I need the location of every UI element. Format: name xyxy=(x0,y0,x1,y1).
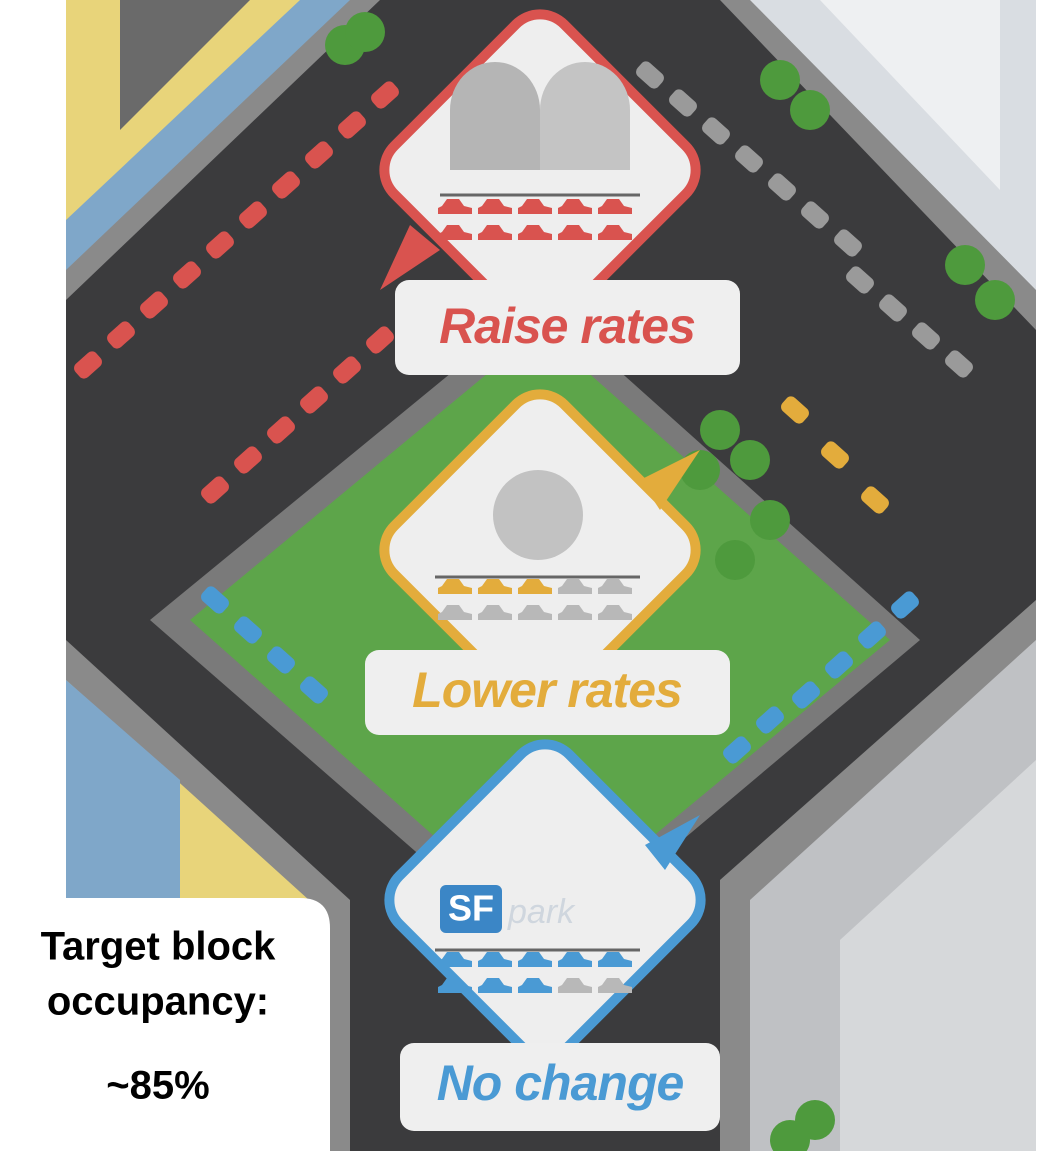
target-box: Target block occupancy: ~85% xyxy=(0,898,330,1151)
target-label: occupancy: xyxy=(47,980,269,1024)
tree xyxy=(760,60,800,100)
target-label: Target block xyxy=(41,925,277,969)
tree xyxy=(700,410,740,450)
illustration: Raise rates Lower rates SF park No chang… xyxy=(0,0,1044,1151)
tree xyxy=(790,90,830,130)
tree xyxy=(945,245,985,285)
tree xyxy=(345,12,385,52)
tree xyxy=(715,540,755,580)
sign-label: No change xyxy=(437,1055,684,1111)
logo-park: park xyxy=(507,893,576,931)
sign-label: Raise rates xyxy=(439,298,695,354)
tree xyxy=(975,280,1015,320)
logo-sf: SF xyxy=(448,888,494,929)
sign-label: Lower rates xyxy=(412,662,682,718)
target-value: ~85% xyxy=(106,1064,209,1108)
tree xyxy=(730,440,770,480)
tree xyxy=(750,500,790,540)
